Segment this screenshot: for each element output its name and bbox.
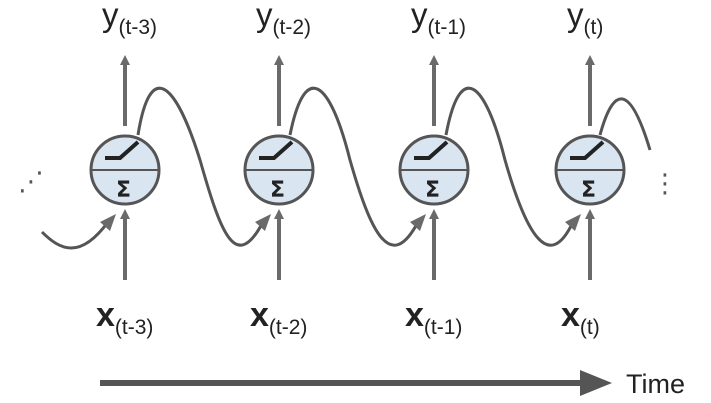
time-label: Time bbox=[626, 369, 685, 399]
sum-symbol: Σ bbox=[425, 178, 440, 203]
right-continuation-dots: ⋮ bbox=[652, 169, 678, 199]
sum-symbol: Σ bbox=[581, 178, 596, 203]
activation-step-icon bbox=[259, 140, 294, 160]
output-label: y(t-2) bbox=[256, 0, 311, 39]
output-label: y(t) bbox=[567, 0, 603, 39]
input-label: x(t-1) bbox=[405, 296, 462, 339]
sum-symbol: Σ bbox=[116, 178, 131, 203]
left-continuation-dots: ⋰ bbox=[18, 167, 44, 197]
rnn-cell-t-2: Σ y(t-2) x(t-2) bbox=[243, 0, 315, 339]
rnn-cell-t: Σ y(t) x(t) bbox=[554, 0, 626, 339]
input-label: x(t-3) bbox=[96, 296, 153, 339]
rnn-cell-t-3: Σ y(t-3) x(t-3) bbox=[89, 0, 161, 339]
time-arrow-head bbox=[580, 370, 612, 396]
rnn-cell-t-1: Σ y(t-1) x(t-1) bbox=[398, 0, 470, 339]
output-label: y(t-1) bbox=[411, 0, 466, 39]
input-label: x(t) bbox=[561, 296, 600, 339]
output-label: y(t-3) bbox=[102, 0, 157, 39]
time-axis: Time bbox=[100, 369, 685, 399]
activation-step-icon bbox=[570, 140, 605, 160]
recurrent-arrowheads bbox=[100, 214, 581, 231]
sum-symbol: Σ bbox=[270, 178, 285, 203]
activation-step-icon bbox=[105, 140, 140, 160]
input-label: x(t-2) bbox=[250, 296, 307, 339]
activation-step-icon bbox=[414, 140, 449, 160]
recurrent-connection-curve bbox=[40, 86, 652, 250]
